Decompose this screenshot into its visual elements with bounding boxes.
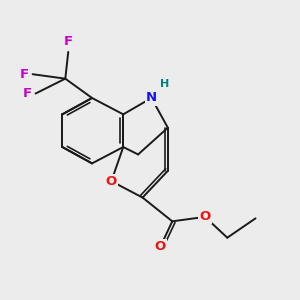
Text: H: H (160, 79, 170, 89)
Text: N: N (146, 92, 157, 104)
Text: O: O (200, 210, 211, 224)
Text: O: O (106, 175, 117, 188)
Text: F: F (20, 68, 29, 81)
Text: F: F (23, 87, 32, 100)
Text: F: F (64, 35, 73, 48)
Text: O: O (155, 240, 166, 253)
